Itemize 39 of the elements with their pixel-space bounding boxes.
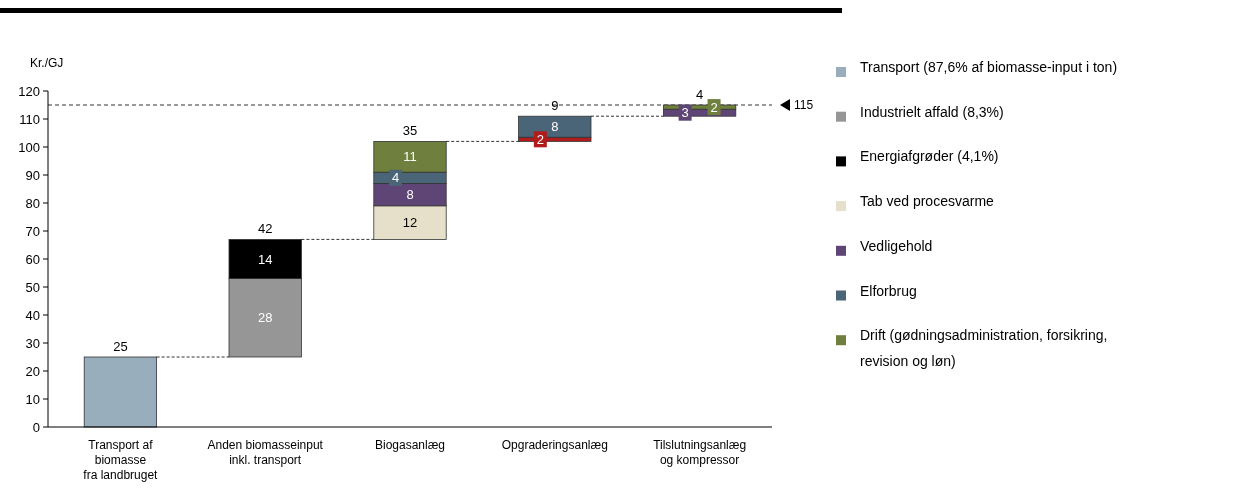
bar	[83, 356, 157, 428]
annotation: 25	[113, 339, 128, 354]
annotation: 9	[551, 98, 559, 114]
x-tick-label: Tilslutningsanlæg og kompressor	[653, 438, 747, 467]
legend-label: Transport (87,6% af biomasse-input i ton)	[860, 59, 1118, 75]
legend-label: Vedligehold	[860, 237, 933, 254]
y-tick-label: 120	[18, 83, 40, 99]
ref-line-label: 115	[794, 98, 814, 113]
x-tick-label: Opgraderingsanlæg	[501, 438, 608, 452]
data-label: 12	[402, 215, 418, 231]
x-tick-label: Anden biomasseinput inkl. transport	[207, 438, 324, 467]
y-tick-label: 100	[18, 139, 40, 155]
y-tick-label: 70	[25, 223, 40, 239]
y-tick-label: 20	[25, 363, 40, 379]
y-tick-label: 60	[25, 251, 40, 267]
y-tick-label: 90	[25, 167, 40, 183]
x-tick-label: Transport af biomasse fra landbruget	[83, 438, 159, 482]
data-label: 8	[406, 187, 414, 203]
data-label: 11	[403, 149, 417, 165]
annotation: 42	[257, 221, 273, 237]
data-label: 28	[257, 310, 273, 326]
x-tick-label: Biogasanlæg	[374, 438, 446, 452]
data-label: 8	[551, 119, 559, 135]
y-tick-label: 0	[32, 419, 40, 435]
data-label: 14	[257, 251, 273, 267]
legend-label: Industrielt affald (8,3%)	[860, 103, 1004, 120]
y-tick-label: 10	[25, 391, 40, 407]
y-tick-label: 50	[25, 279, 40, 295]
y-tick-label: 80	[25, 195, 40, 211]
legend-label: Drift (gødningsadministration, forsikring, revision og løn)	[860, 327, 1108, 370]
annotation: 35	[402, 123, 418, 139]
legend-label: Tab ved procesvarme	[860, 193, 995, 210]
annotation: 4	[695, 87, 704, 102]
y-axis-title: Kr./GJ	[30, 56, 64, 70]
y-tick-label: 40	[25, 307, 40, 323]
y-tick-label: 30	[25, 335, 40, 351]
y-tick-label: 110	[19, 111, 40, 127]
legend-label: Energiafgrøder (4,1%)	[860, 148, 999, 165]
legend-label: Elforbrug	[860, 282, 917, 299]
